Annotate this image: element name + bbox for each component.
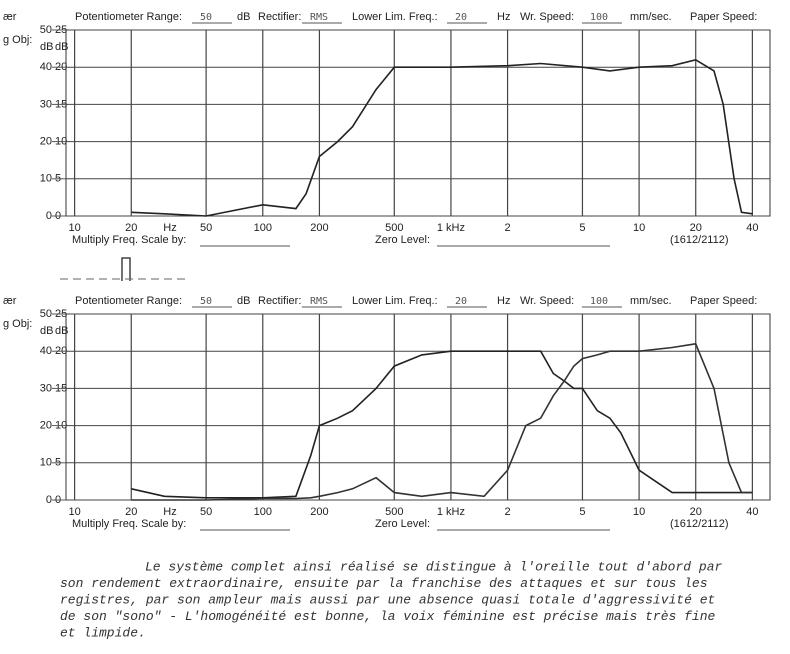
x-tick-label: 100 bbox=[254, 506, 272, 518]
field-unit: dB bbox=[237, 295, 250, 307]
field-unit: Hz bbox=[497, 11, 510, 23]
footer-label: Multiply Freq. Scale by: bbox=[72, 518, 186, 530]
field-value: 20 bbox=[455, 296, 467, 307]
x-tick-label: 2 bbox=[505, 506, 511, 518]
margin-label: g Obj: bbox=[3, 318, 32, 330]
paragraph-line: et limpide. bbox=[60, 625, 146, 640]
x-tick-label: 5 bbox=[579, 222, 585, 234]
field-value: RMS bbox=[310, 12, 328, 23]
x-tick-label: 50 bbox=[200, 506, 212, 518]
x-tick-label: 50 bbox=[200, 222, 212, 234]
x-tick-label: 200 bbox=[310, 222, 328, 234]
x-tick-label: 10 bbox=[68, 506, 80, 518]
x-tick-label: 500 bbox=[385, 222, 403, 234]
response-curve bbox=[131, 342, 753, 501]
field-label: Rectifier: bbox=[258, 295, 301, 307]
y-unit: dB bbox=[55, 41, 68, 53]
field-label: Potentiometer Range: bbox=[75, 295, 182, 307]
field-label: Lower Lim. Freq.: bbox=[352, 11, 438, 23]
x-unit: Hz bbox=[163, 506, 176, 518]
field-label: Wr. Speed: bbox=[520, 11, 574, 23]
footer-label: Zero Level: bbox=[375, 234, 430, 246]
field-value: 20 bbox=[455, 12, 467, 23]
field-value: 50 bbox=[200, 296, 212, 307]
y2-tick-label: 20 bbox=[40, 420, 52, 432]
y2-tick-label: 30 bbox=[40, 98, 52, 110]
pulse-marker bbox=[121, 257, 131, 281]
y2-unit: dB bbox=[40, 325, 53, 337]
field-value: RMS bbox=[310, 296, 328, 307]
field-label: Wr. Speed: bbox=[520, 295, 574, 307]
x-tick-label: 5 bbox=[579, 506, 585, 518]
field-value: 100 bbox=[590, 296, 608, 307]
paragraph-line: son rendement extraordinaire, ensuite pa… bbox=[60, 576, 708, 591]
field-label: Potentiometer Range: bbox=[75, 11, 182, 23]
y2-tick-label: 0 bbox=[46, 210, 52, 222]
field-value: 100 bbox=[590, 12, 608, 23]
y2-tick-label: 50 bbox=[40, 24, 52, 36]
margin-label: ær bbox=[3, 11, 17, 23]
field-value: 50 bbox=[200, 12, 212, 23]
field-label: Rectifier: bbox=[258, 11, 301, 23]
x-tick-label: 1 kHz bbox=[437, 506, 465, 518]
y2-tick-label: 10 bbox=[40, 173, 52, 185]
paragraph-line: Le système complet ainsi réalisé se dist… bbox=[145, 559, 722, 574]
x-tick-label: 10 bbox=[633, 506, 645, 518]
paragraph-line: registres, par son ampleur mais aussi pa… bbox=[60, 592, 715, 607]
x-tick-label: 200 bbox=[310, 506, 328, 518]
field-label: Paper Speed: bbox=[690, 295, 757, 307]
footer-label: Zero Level: bbox=[375, 518, 430, 530]
y2-tick-label: 50 bbox=[40, 308, 52, 320]
x-tick-label: 100 bbox=[254, 222, 272, 234]
response-curve bbox=[131, 58, 753, 217]
y2-tick-label: 40 bbox=[40, 345, 52, 357]
x-tick-label: 500 bbox=[385, 506, 403, 518]
field-unit: mm/sec. bbox=[630, 295, 672, 307]
x-tick-label: 20 bbox=[690, 222, 702, 234]
x-tick-label: 20 bbox=[125, 506, 137, 518]
x-tick-label: 20 bbox=[125, 222, 137, 234]
x-tick-label: 10 bbox=[68, 222, 80, 234]
y2-tick-label: 0 bbox=[46, 494, 52, 506]
field-label: Paper Speed: bbox=[690, 11, 757, 23]
footer-code: (1612/2112) bbox=[670, 234, 729, 246]
field-unit: dB bbox=[237, 11, 250, 23]
y-unit: dB bbox=[55, 325, 68, 337]
paragraph-line: de son "sono" - L'homogénéité est bonne,… bbox=[60, 609, 716, 624]
x-tick-label: 40 bbox=[746, 222, 758, 234]
x-unit: Hz bbox=[163, 222, 176, 234]
x-tick-label: 2 bbox=[505, 222, 511, 234]
x-tick-label: 1 kHz bbox=[437, 222, 465, 234]
y2-tick-label: 40 bbox=[40, 61, 52, 73]
field-unit: Hz bbox=[497, 295, 510, 307]
field-unit: mm/sec. bbox=[630, 11, 672, 23]
x-tick-label: 20 bbox=[690, 506, 702, 518]
y2-tick-label: 30 bbox=[40, 382, 52, 394]
footer-code: (1612/2112) bbox=[670, 518, 729, 530]
y2-tick-label: 10 bbox=[40, 457, 52, 469]
response-curve bbox=[131, 350, 753, 499]
y2-tick-label: 20 bbox=[40, 136, 52, 148]
margin-label: ær bbox=[3, 295, 17, 307]
field-label: Lower Lim. Freq.: bbox=[352, 295, 438, 307]
x-tick-label: 40 bbox=[746, 506, 758, 518]
y2-unit: dB bbox=[40, 41, 53, 53]
margin-label: g Obj: bbox=[3, 34, 32, 46]
footer-label: Multiply Freq. Scale by: bbox=[72, 234, 186, 246]
x-tick-label: 10 bbox=[633, 222, 645, 234]
